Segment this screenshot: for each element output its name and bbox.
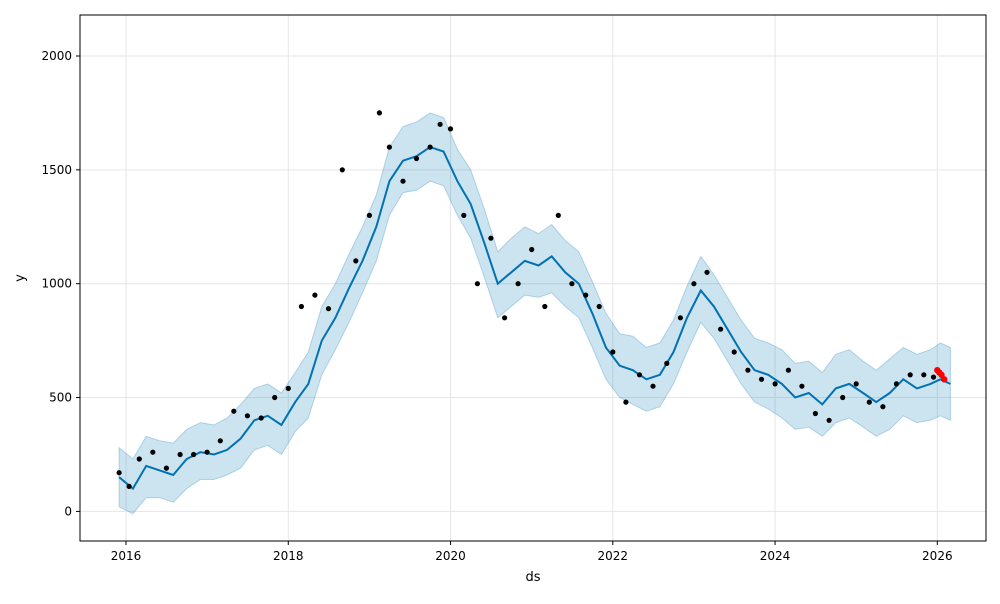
observed-point [930, 374, 937, 380]
observed-point [691, 281, 697, 287]
axis-ticks: 2016 2018 2020 2022 2024 2026 0 500 1000 1500 2000 [41, 49, 952, 563]
observed-point [244, 413, 250, 419]
observed-point [177, 451, 183, 458]
y-tick-label: 500 [49, 391, 72, 405]
observed-points [116, 110, 937, 489]
observed-point [353, 258, 359, 264]
recent-points [934, 367, 948, 383]
y-tick-label: 0 [64, 504, 72, 518]
uncertainty-band-area [118, 112, 951, 515]
observed-point [258, 415, 264, 421]
observed-point [921, 372, 927, 378]
observed-point [840, 394, 846, 401]
observed-point [893, 381, 900, 387]
observed-point [502, 315, 508, 321]
observed-point [447, 126, 454, 132]
observed-point [437, 121, 443, 127]
y-axis-label: y [13, 274, 28, 282]
observed-point [413, 155, 420, 162]
observed-point [298, 303, 304, 310]
observed-point [758, 376, 765, 382]
observed-point [136, 456, 142, 462]
observed-point [217, 438, 223, 444]
observed-point [664, 360, 670, 366]
observed-point [650, 383, 656, 389]
observed-point [636, 372, 643, 378]
observed-point [853, 381, 859, 387]
grid-lines [80, 15, 986, 541]
observed-point [366, 212, 372, 218]
observed-point [474, 281, 480, 287]
observed-point [126, 483, 132, 489]
observed-point [596, 303, 602, 310]
observed-point [312, 292, 318, 298]
observed-point [400, 178, 406, 184]
observed-point [285, 385, 291, 391]
x-tick-label: 2026 [922, 549, 953, 563]
observed-point [785, 367, 792, 373]
observed-point [772, 381, 778, 387]
observed-point [529, 246, 535, 253]
observed-point [555, 212, 561, 218]
observed-point [907, 372, 913, 378]
observed-point [150, 449, 156, 455]
y-tick-label: 1000 [41, 277, 72, 291]
observed-point [583, 292, 589, 298]
observed-point [325, 306, 332, 312]
observed-point [116, 470, 122, 476]
observed-point [339, 167, 345, 173]
x-axis-label: ds [525, 570, 540, 585]
x-tick-label: 2020 [435, 549, 466, 563]
uncertainty-band [118, 112, 951, 515]
observed-point [272, 394, 278, 401]
y-tick-label: 2000 [41, 49, 72, 63]
observed-point [812, 410, 819, 417]
recent-point [941, 376, 948, 383]
x-tick-label: 2016 [111, 549, 142, 563]
observed-point [231, 408, 237, 414]
observed-point [542, 303, 548, 310]
observed-point [731, 349, 737, 355]
observed-point [610, 349, 616, 355]
observed-point [799, 383, 805, 389]
y-tick-label: 1500 [41, 163, 72, 177]
observed-point [376, 110, 382, 116]
observed-point [866, 399, 872, 405]
observed-point [623, 399, 629, 405]
observed-point [191, 451, 197, 458]
x-tick-label: 2018 [273, 549, 304, 563]
observed-point [427, 144, 433, 150]
observed-point [880, 404, 886, 410]
observed-point [677, 315, 684, 321]
observed-point [386, 144, 392, 150]
observed-point [515, 281, 521, 287]
observed-point [461, 212, 467, 218]
observed-point [704, 269, 710, 275]
x-tick-label: 2024 [760, 549, 791, 563]
observed-point [745, 367, 751, 373]
observed-point [826, 417, 832, 423]
x-tick-label: 2022 [598, 549, 629, 563]
observed-point [163, 465, 169, 471]
observed-point [204, 449, 210, 455]
observed-point [569, 281, 575, 287]
observed-point [488, 235, 494, 241]
plot-frame [79, 14, 987, 542]
observed-point [718, 326, 724, 332]
